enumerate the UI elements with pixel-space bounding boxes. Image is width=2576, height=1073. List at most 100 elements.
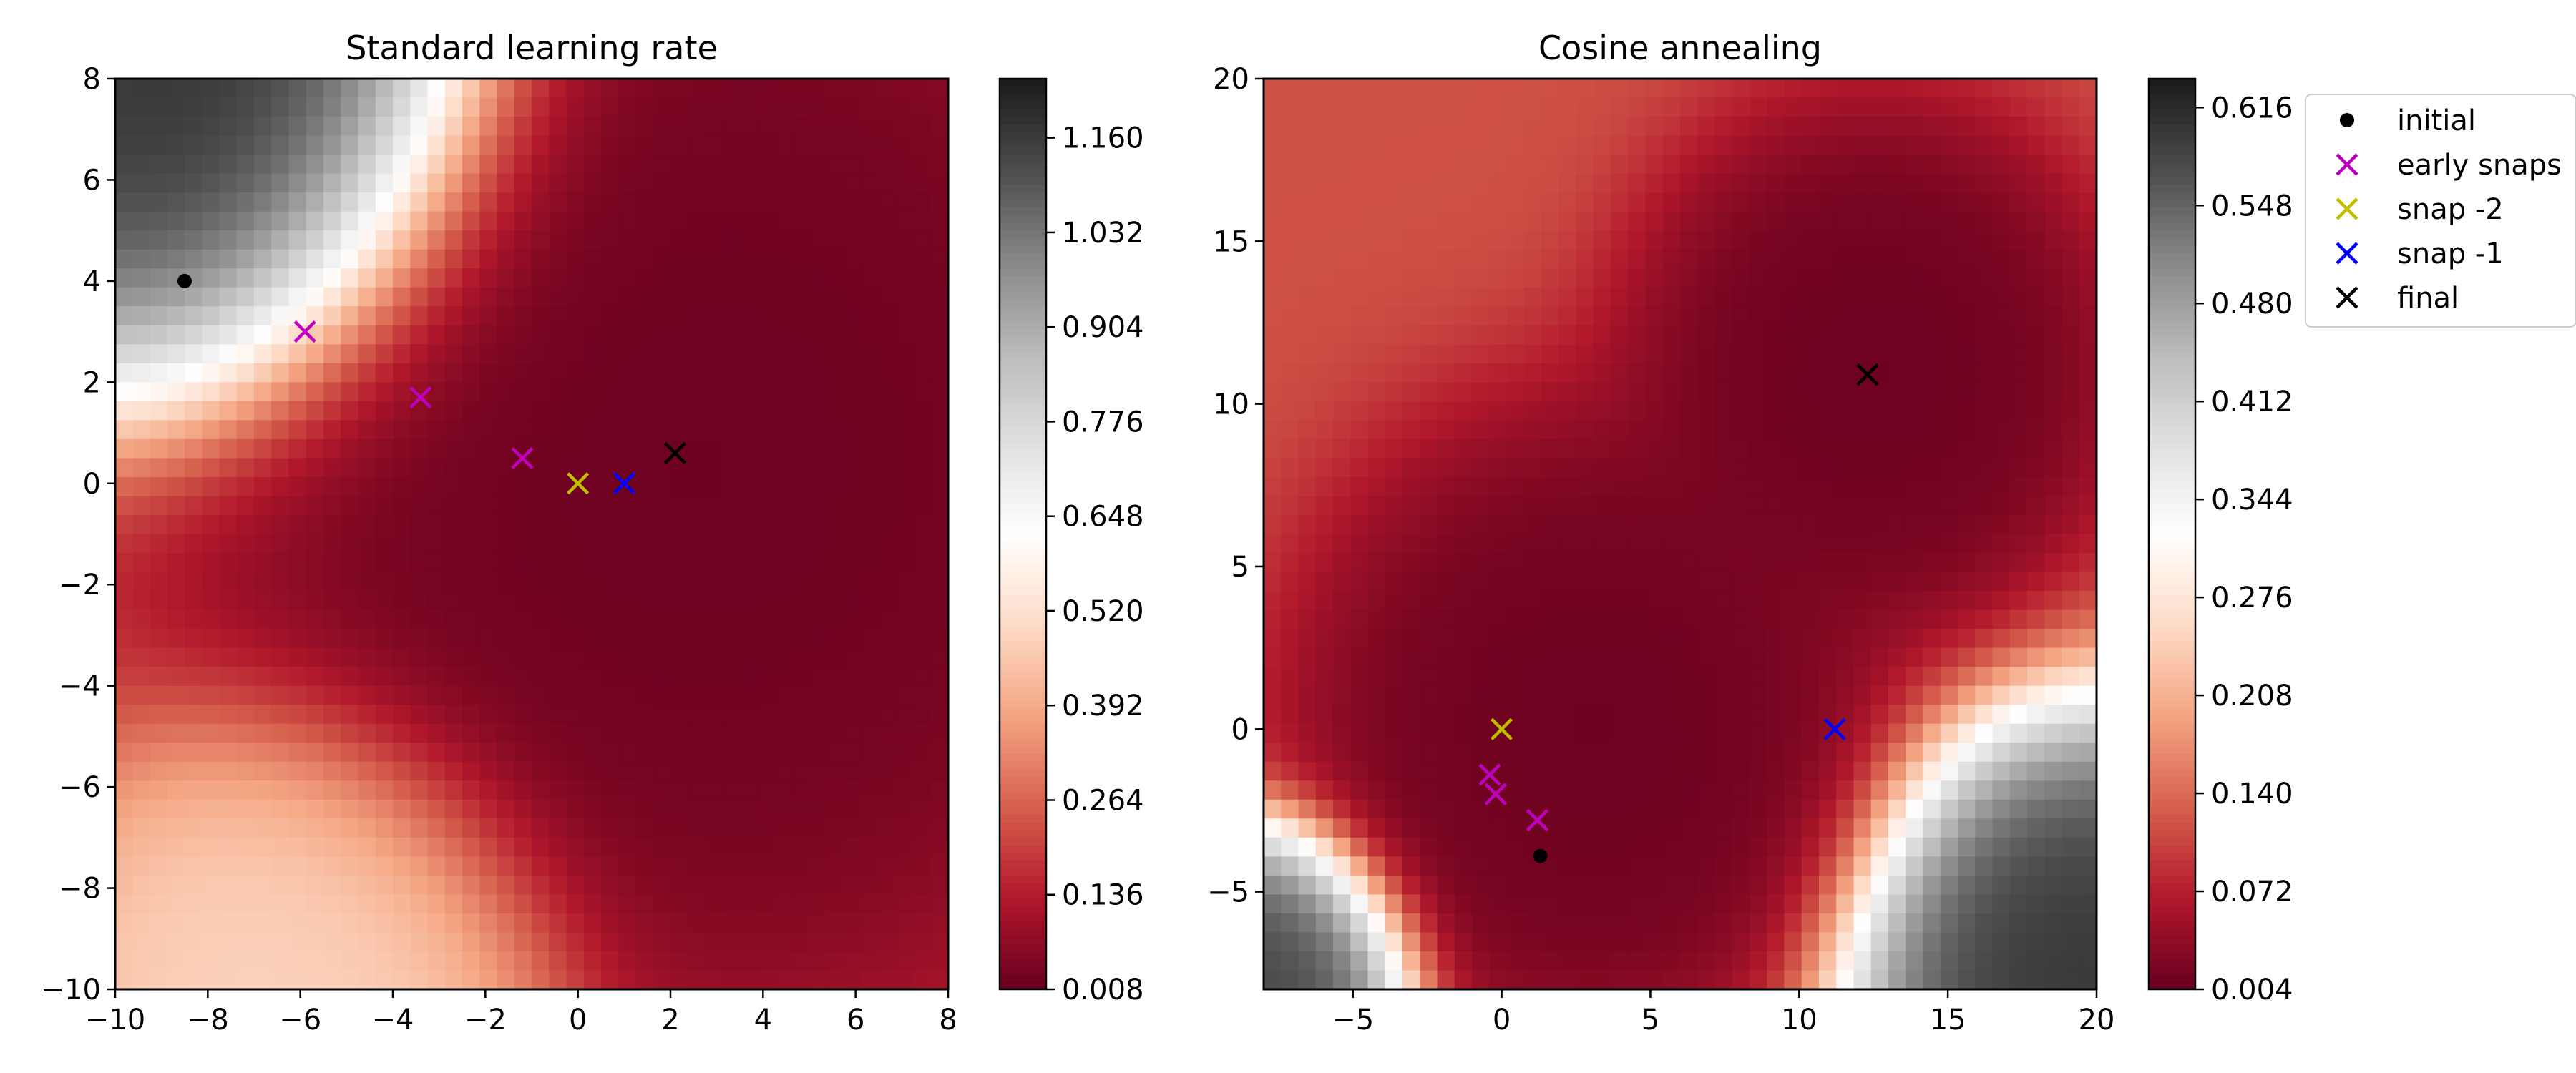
surface-cell — [1541, 875, 1560, 896]
surface-cell — [132, 420, 151, 440]
surface-cell — [2079, 476, 2097, 497]
surface-cell — [1506, 363, 1525, 383]
surface-cell — [1906, 287, 1924, 308]
surface-cell — [1767, 401, 1785, 421]
surface-cell — [1888, 230, 1907, 250]
surface-cell — [2044, 647, 2063, 667]
surface-cell — [1437, 609, 1455, 629]
surface-cell — [879, 382, 897, 402]
surface-cell — [1767, 173, 1785, 193]
surface-cell — [479, 685, 498, 705]
surface-cell — [1472, 344, 1491, 364]
surface-cell — [1420, 932, 1438, 952]
surface-cell — [1420, 970, 1438, 989]
surface-cell — [306, 647, 324, 667]
surface-cell — [1992, 553, 2011, 573]
surface-cell — [2009, 325, 2028, 346]
surface-cell — [306, 629, 324, 649]
surface-cell — [1906, 135, 1924, 155]
surface-cell — [913, 363, 932, 383]
surface-cell — [1576, 970, 1594, 989]
colorbar-band — [1000, 769, 1046, 778]
surface-cell — [826, 420, 845, 440]
surface-cell — [844, 438, 862, 459]
surface-cell — [185, 572, 203, 592]
surface-cell — [358, 553, 376, 573]
surface-cell — [1385, 117, 1403, 137]
surface-cell — [913, 344, 932, 364]
surface-cell — [462, 420, 481, 440]
surface-cell — [236, 363, 255, 383]
surface-cell — [1264, 401, 1282, 421]
surface-cell — [1888, 79, 1907, 99]
surface-cell — [323, 970, 342, 989]
surface-cell — [115, 230, 134, 250]
surface-cell — [1437, 79, 1455, 99]
surface-cell — [1454, 79, 1473, 99]
surface-cell — [930, 401, 948, 421]
surface-cell — [358, 951, 376, 971]
surface-cell — [1645, 230, 1664, 250]
surface-cell — [1454, 970, 1473, 989]
colorbar: 0.0040.0720.1400.2080.2760.3440.4120.480… — [2147, 77, 2293, 1006]
surface-cell — [219, 249, 238, 270]
surface-cell — [1697, 496, 1716, 516]
surface-cell — [375, 268, 394, 288]
surface-cell — [1264, 761, 1282, 782]
surface-cell — [1489, 951, 1508, 971]
surface-cell — [2027, 970, 2046, 989]
surface-cell — [1662, 818, 1681, 838]
surface-cell — [1350, 268, 1369, 288]
surface-cell — [566, 211, 585, 231]
surface-cell — [1454, 761, 1473, 782]
surface-cell — [167, 401, 185, 421]
colorbar-band — [2149, 534, 2195, 542]
surface-cell — [497, 591, 515, 611]
surface-cell — [2079, 647, 2097, 667]
surface-cell — [1472, 155, 1491, 175]
surface-cell — [1264, 268, 1282, 288]
surface-cell — [1870, 629, 1889, 649]
surface-cell — [514, 894, 532, 914]
surface-cell — [1714, 572, 1733, 592]
surface-cell — [1628, 705, 1646, 725]
surface-cell — [514, 97, 532, 117]
surface-cell — [358, 723, 376, 744]
surface-cell — [1836, 875, 1855, 896]
surface-cell — [271, 230, 290, 250]
surface-cell — [930, 155, 948, 175]
colorbar-band — [2149, 670, 2195, 679]
surface-cell — [393, 799, 411, 820]
surface-cell — [861, 629, 879, 649]
surface-cell — [861, 609, 879, 629]
surface-cell — [1836, 363, 1855, 383]
surface-cell — [2079, 743, 2097, 763]
surface-cell — [444, 382, 463, 402]
surface-cell — [844, 117, 862, 137]
colorbar-band — [1000, 662, 1046, 672]
surface-cell — [1628, 894, 1646, 914]
surface-cell — [1628, 667, 1646, 687]
surface-cell — [635, 230, 654, 250]
surface-cell — [896, 970, 914, 989]
surface-cell — [1506, 743, 1525, 763]
surface-cell — [896, 667, 914, 687]
surface-cell — [271, 932, 290, 952]
surface-cell — [705, 534, 723, 554]
surface-cell — [913, 287, 932, 308]
colorbar-band — [1000, 155, 1046, 163]
surface-cell — [358, 609, 376, 629]
surface-cell — [1437, 572, 1455, 592]
surface-cell — [791, 476, 810, 497]
surface-cell — [1836, 818, 1855, 838]
surface-cell — [1628, 591, 1646, 611]
surface-cell — [618, 951, 637, 971]
surface-cell — [1315, 192, 1334, 212]
colorbar-band — [1000, 283, 1046, 292]
colorbar-band — [2149, 655, 2195, 664]
surface-cell — [549, 496, 567, 516]
colorbar-band — [1000, 647, 1046, 657]
surface-cell — [1367, 609, 1386, 629]
surface-cell — [254, 667, 273, 687]
surface-cell — [1611, 647, 1629, 667]
